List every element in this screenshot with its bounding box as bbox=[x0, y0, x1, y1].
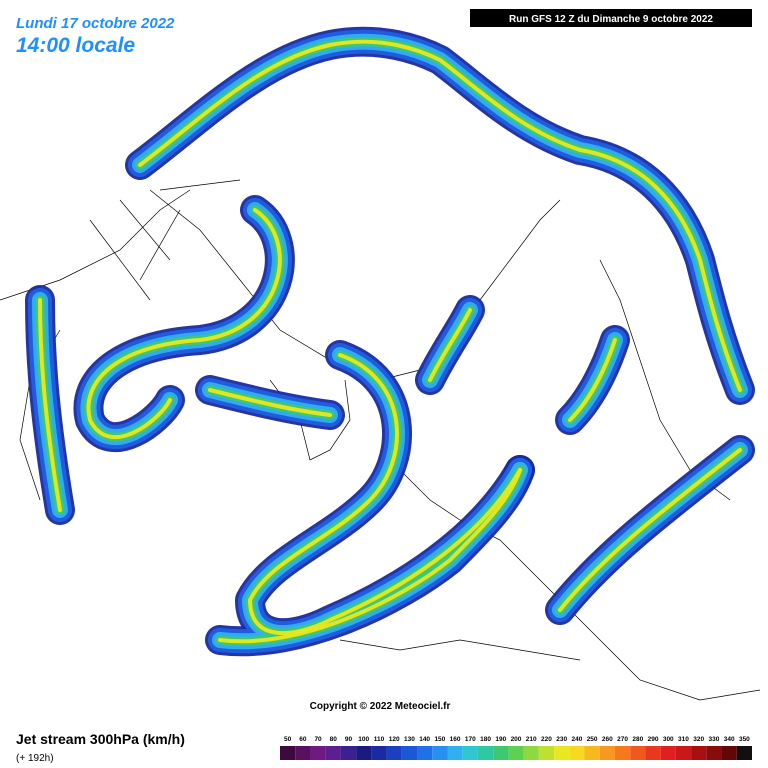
scale-label: 260 bbox=[602, 736, 613, 743]
scale-label: 190 bbox=[495, 736, 506, 743]
legend-title: Jet stream 300hPa (km/h) bbox=[16, 731, 185, 747]
scale-swatch bbox=[614, 746, 631, 760]
forecast-date: Lundi 17 octobre 2022 bbox=[16, 15, 175, 32]
run-info: Run GFS 12 Z du Dimanche 9 octobre 2022 bbox=[509, 14, 713, 25]
scale-swatch bbox=[569, 746, 585, 760]
scale-swatch bbox=[508, 746, 524, 760]
scale-label: 50 bbox=[284, 736, 292, 743]
scale-label: 220 bbox=[541, 736, 552, 743]
scale-label: 170 bbox=[465, 736, 476, 743]
scale-swatch bbox=[630, 746, 646, 760]
forecast-time: 14:00 locale bbox=[16, 34, 135, 57]
jet-band bbox=[558, 448, 742, 612]
lead-time: (+ 192h) bbox=[16, 753, 54, 764]
scale-label: 310 bbox=[678, 736, 689, 743]
scale-swatch bbox=[295, 746, 311, 760]
scale-label: 110 bbox=[374, 736, 385, 743]
scale-swatch bbox=[447, 746, 463, 760]
scale-swatch bbox=[538, 746, 555, 760]
scale-swatch bbox=[310, 746, 326, 760]
scale-swatch bbox=[417, 746, 433, 760]
legend: Jet stream 300hPa (km/h) (+ 192h) 50 60 70… bbox=[16, 731, 752, 764]
scale-swatch bbox=[371, 746, 387, 760]
jet-band bbox=[248, 353, 522, 636]
scale-label: 100 bbox=[358, 736, 369, 743]
scale-swatch bbox=[554, 746, 570, 760]
scale-swatch bbox=[721, 746, 737, 760]
scale-swatch bbox=[691, 746, 707, 760]
jet-band bbox=[218, 468, 522, 644]
scale-label: 280 bbox=[632, 736, 643, 743]
jet-band bbox=[86, 208, 282, 440]
scale-label: 240 bbox=[571, 736, 582, 743]
scale-label: 130 bbox=[404, 736, 415, 743]
scale-label: 90 bbox=[345, 736, 353, 743]
scale-swatch bbox=[675, 746, 692, 760]
scale-swatch bbox=[280, 746, 296, 760]
header: Lundi 17 octobre 2022 14:00 locale Run G… bbox=[15, 9, 752, 59]
jet-streams bbox=[25, 26, 755, 657]
scale-swatch bbox=[584, 746, 600, 760]
jet-band bbox=[568, 338, 617, 422]
scale-swatch bbox=[660, 746, 676, 760]
scale-label: 290 bbox=[648, 736, 659, 743]
scale-label: 80 bbox=[330, 736, 338, 743]
run-box bbox=[470, 9, 752, 27]
scale-swatch bbox=[386, 746, 402, 760]
copyright: Copyright © 2022 Meteociel.fr bbox=[310, 701, 451, 712]
scale-label: 210 bbox=[526, 736, 537, 743]
scale-swatch bbox=[706, 746, 722, 760]
scale-swatch bbox=[599, 746, 615, 760]
scale-swatch bbox=[356, 746, 372, 760]
scale-label: 150 bbox=[434, 736, 445, 743]
scale-swatch bbox=[340, 746, 357, 760]
scale-swatch bbox=[645, 746, 661, 760]
jet-band bbox=[138, 39, 742, 392]
scale-label: 300 bbox=[663, 736, 674, 743]
scale-label: 140 bbox=[419, 736, 430, 743]
scale-label: 270 bbox=[617, 736, 628, 743]
scale-label: 70 bbox=[314, 736, 322, 743]
scale-swatch bbox=[401, 746, 418, 760]
scale-swatch bbox=[736, 746, 752, 760]
scale-label: 200 bbox=[511, 736, 522, 743]
scale-swatch bbox=[432, 746, 448, 760]
scale-swatch bbox=[477, 746, 494, 760]
scale-swatch bbox=[462, 746, 478, 760]
scale-swatch bbox=[325, 746, 341, 760]
scale-label: 120 bbox=[389, 736, 400, 743]
jet-band bbox=[38, 298, 62, 512]
scale-label: 180 bbox=[480, 736, 491, 743]
scale-label: 60 bbox=[299, 736, 307, 743]
scale-label: 250 bbox=[587, 736, 598, 743]
jet-band bbox=[428, 308, 472, 382]
scale-label: 340 bbox=[724, 736, 735, 743]
jet-band bbox=[208, 388, 332, 417]
scale-label: 320 bbox=[693, 736, 704, 743]
scale-label: 160 bbox=[450, 736, 461, 743]
scale-label: 230 bbox=[556, 736, 567, 743]
scale-label: 330 bbox=[709, 736, 720, 743]
scale-swatch bbox=[493, 746, 509, 760]
scale-swatch bbox=[523, 746, 539, 760]
scale-label: 350 bbox=[739, 736, 750, 743]
